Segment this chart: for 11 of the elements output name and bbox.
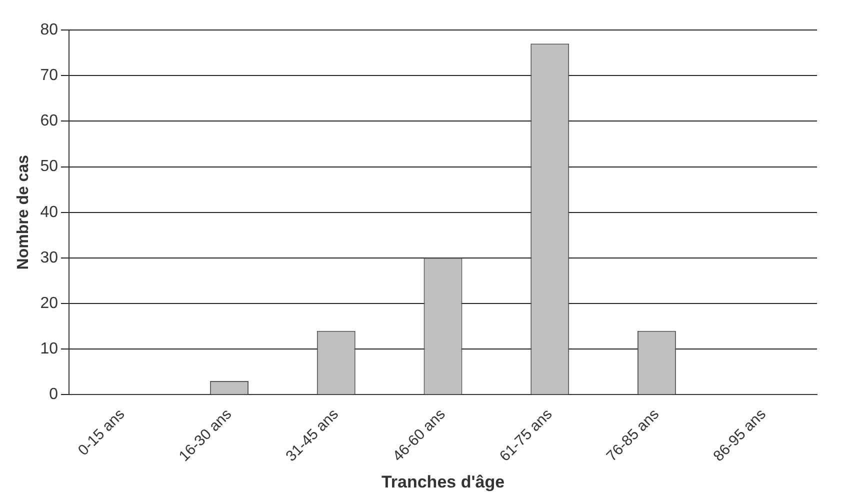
x-axis-title: Tranches d'âge [381, 472, 505, 492]
y-tick-label: 70 [40, 66, 58, 84]
y-tick-label: 80 [40, 21, 58, 38]
y-tick-label: 0 [49, 386, 58, 404]
y-tick-label: 10 [40, 340, 58, 358]
y-tick-label: 20 [40, 294, 58, 312]
y-axis-title: Nombre de cas [15, 154, 32, 270]
y-tick-label: 50 [40, 158, 58, 176]
y-tick-label: 40 [40, 204, 58, 221]
y-tick-label: 30 [40, 249, 58, 266]
y-tick-label: 60 [40, 112, 58, 130]
